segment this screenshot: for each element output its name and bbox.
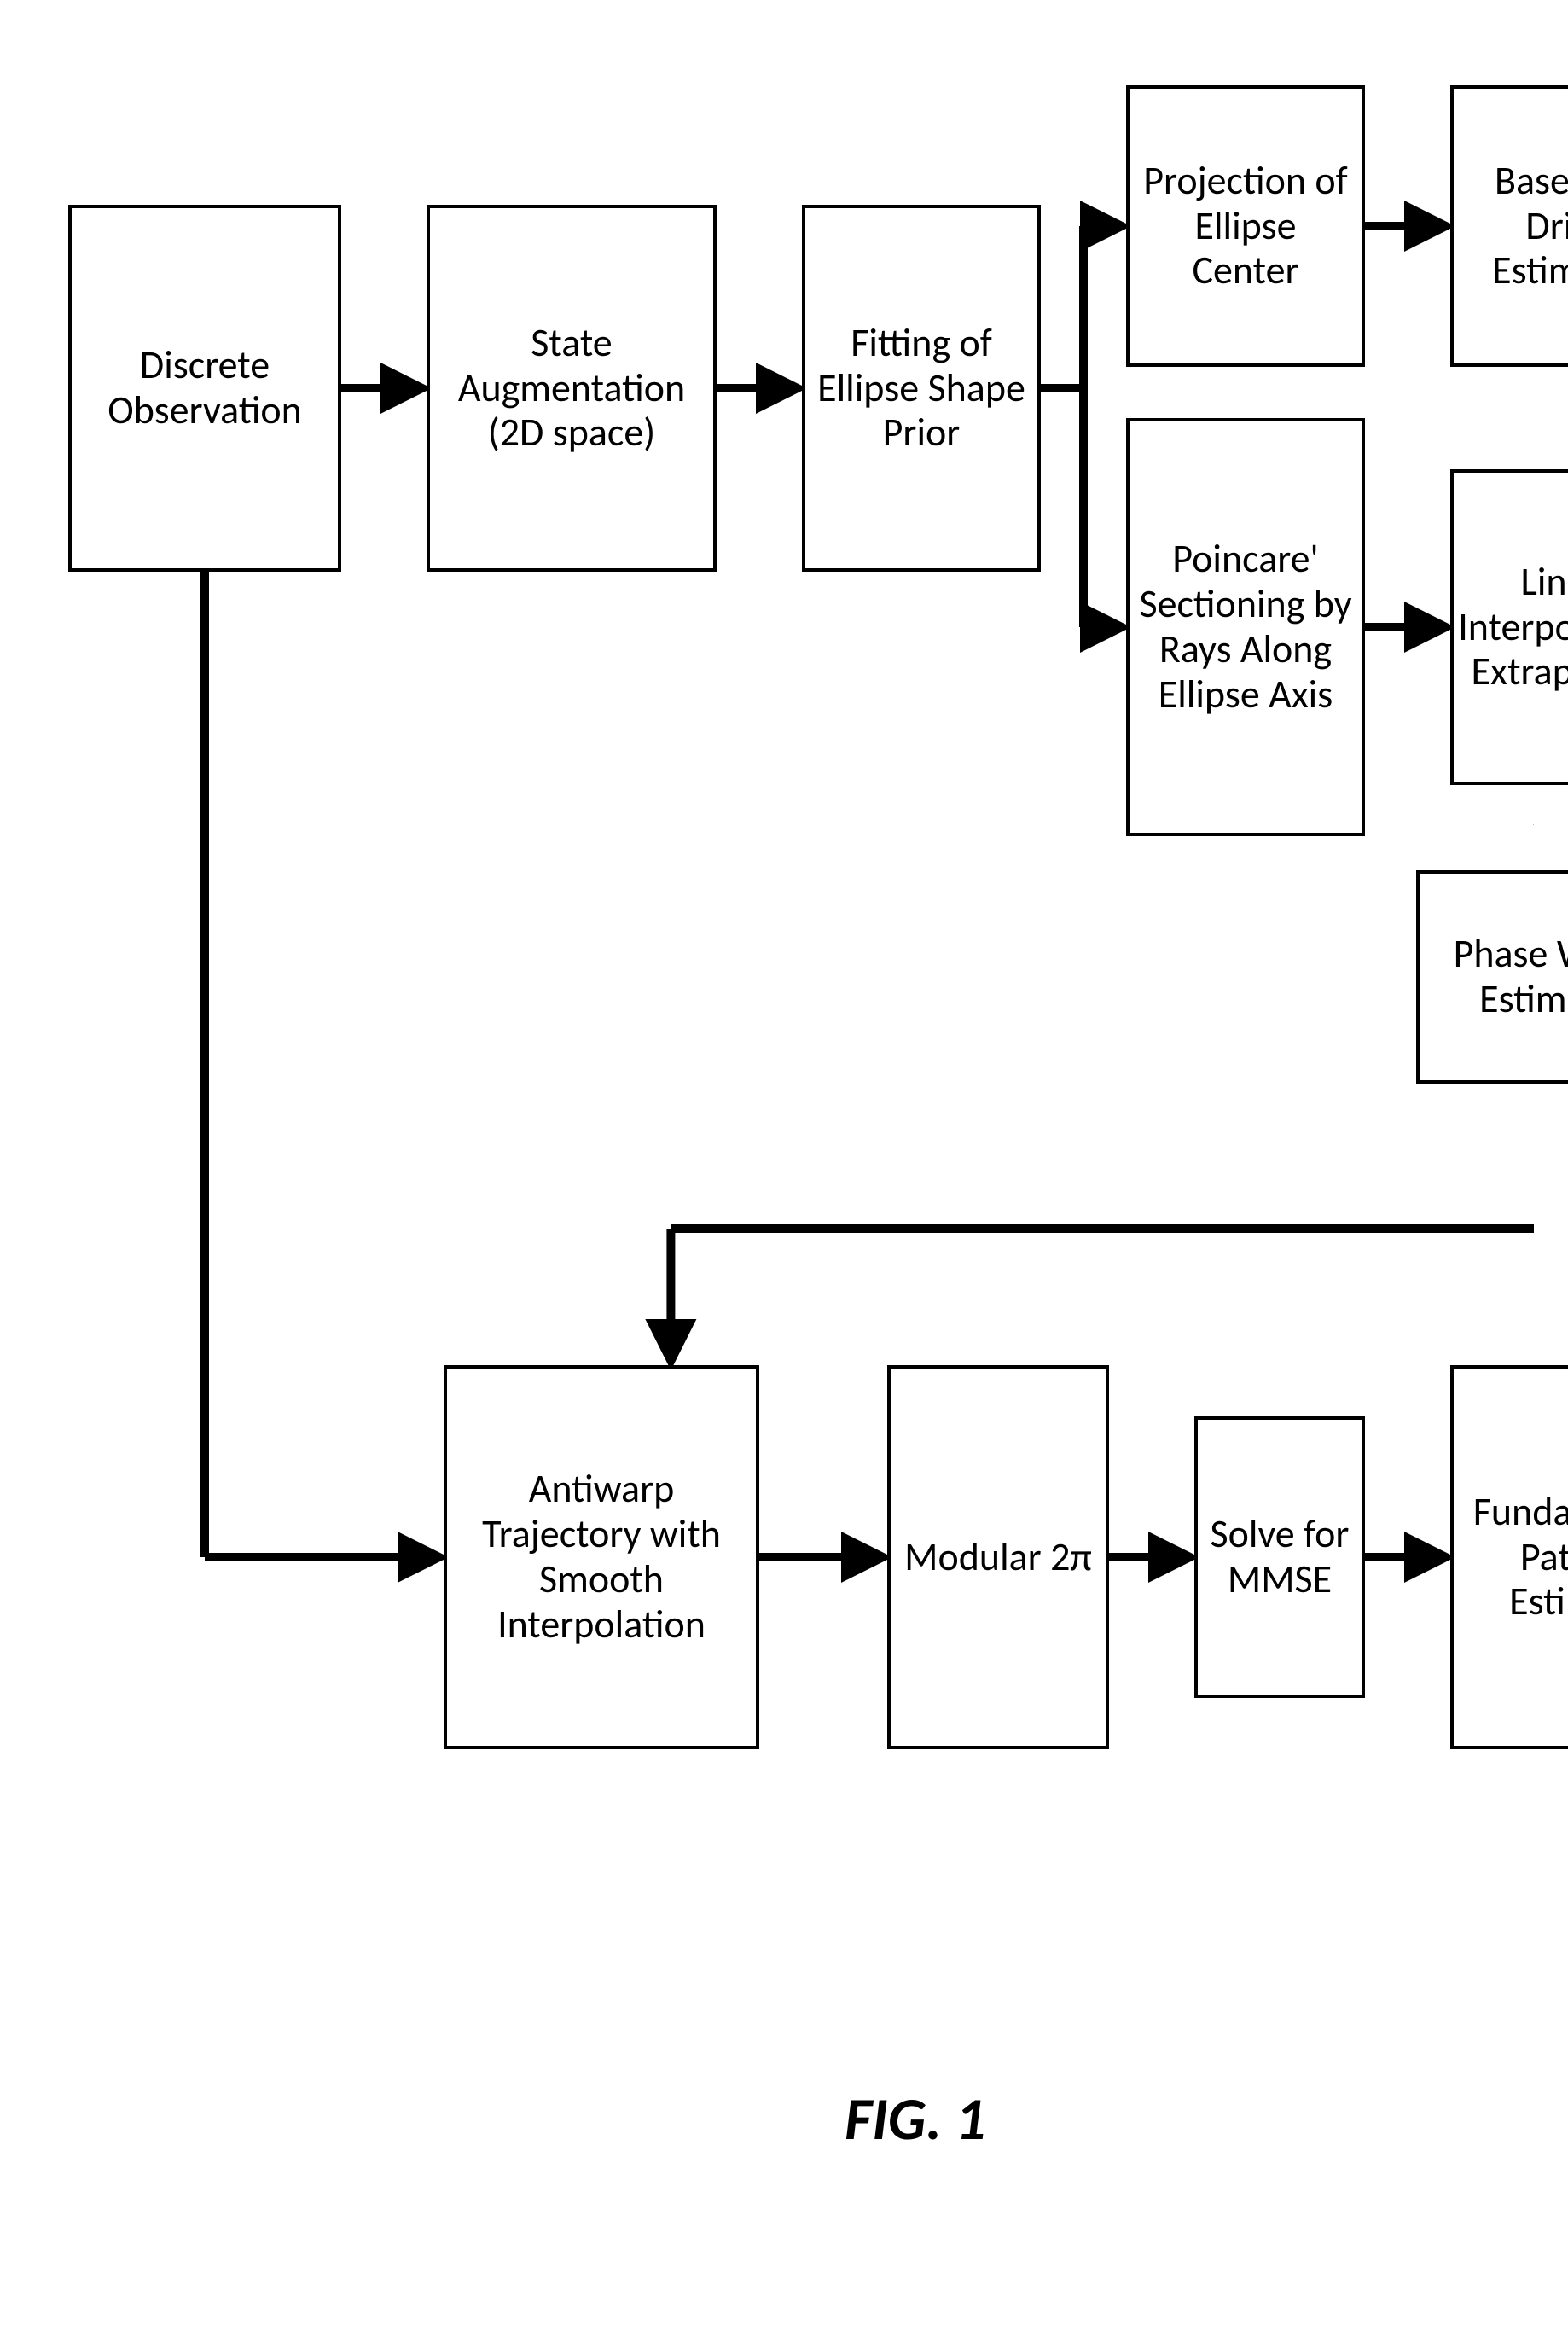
node-phase-warp-estimate: Phase Warp Estimate [1416,870,1568,1084]
node-antiwarp-trajectory: Antiwarp Trajectory with Smooth Interpol… [444,1365,759,1749]
node-linear-interpolation: Linear Interpolation/ Extrapolator [1450,469,1568,785]
figure-label: FIG. 1 [845,2082,985,2155]
node-projection-ellipse-center: Projection of Ellipse Center [1126,85,1365,367]
node-baseline-drift-estimate: Baseline Drift Estimate [1450,85,1568,367]
node-discrete-observation: Discrete Observation [68,205,341,572]
node-fundamental-pattern-estimate: Fundamental Pattern Estimate [1450,1365,1568,1749]
node-fitting-ellipse: Fitting of Ellipse Shape Prior [802,205,1041,572]
flowchart-diagram: Discrete Observation State Augmentation (… [34,34,1534,2303]
node-modular-2pi: Modular 2π [887,1365,1109,1749]
node-poincare-sectioning: Poincare' Sectioning by Rays Along Ellip… [1126,418,1365,836]
node-state-augmentation: State Augmentation (2D space) [427,205,717,572]
node-solve-mmse: Solve for MMSE [1194,1416,1365,1698]
